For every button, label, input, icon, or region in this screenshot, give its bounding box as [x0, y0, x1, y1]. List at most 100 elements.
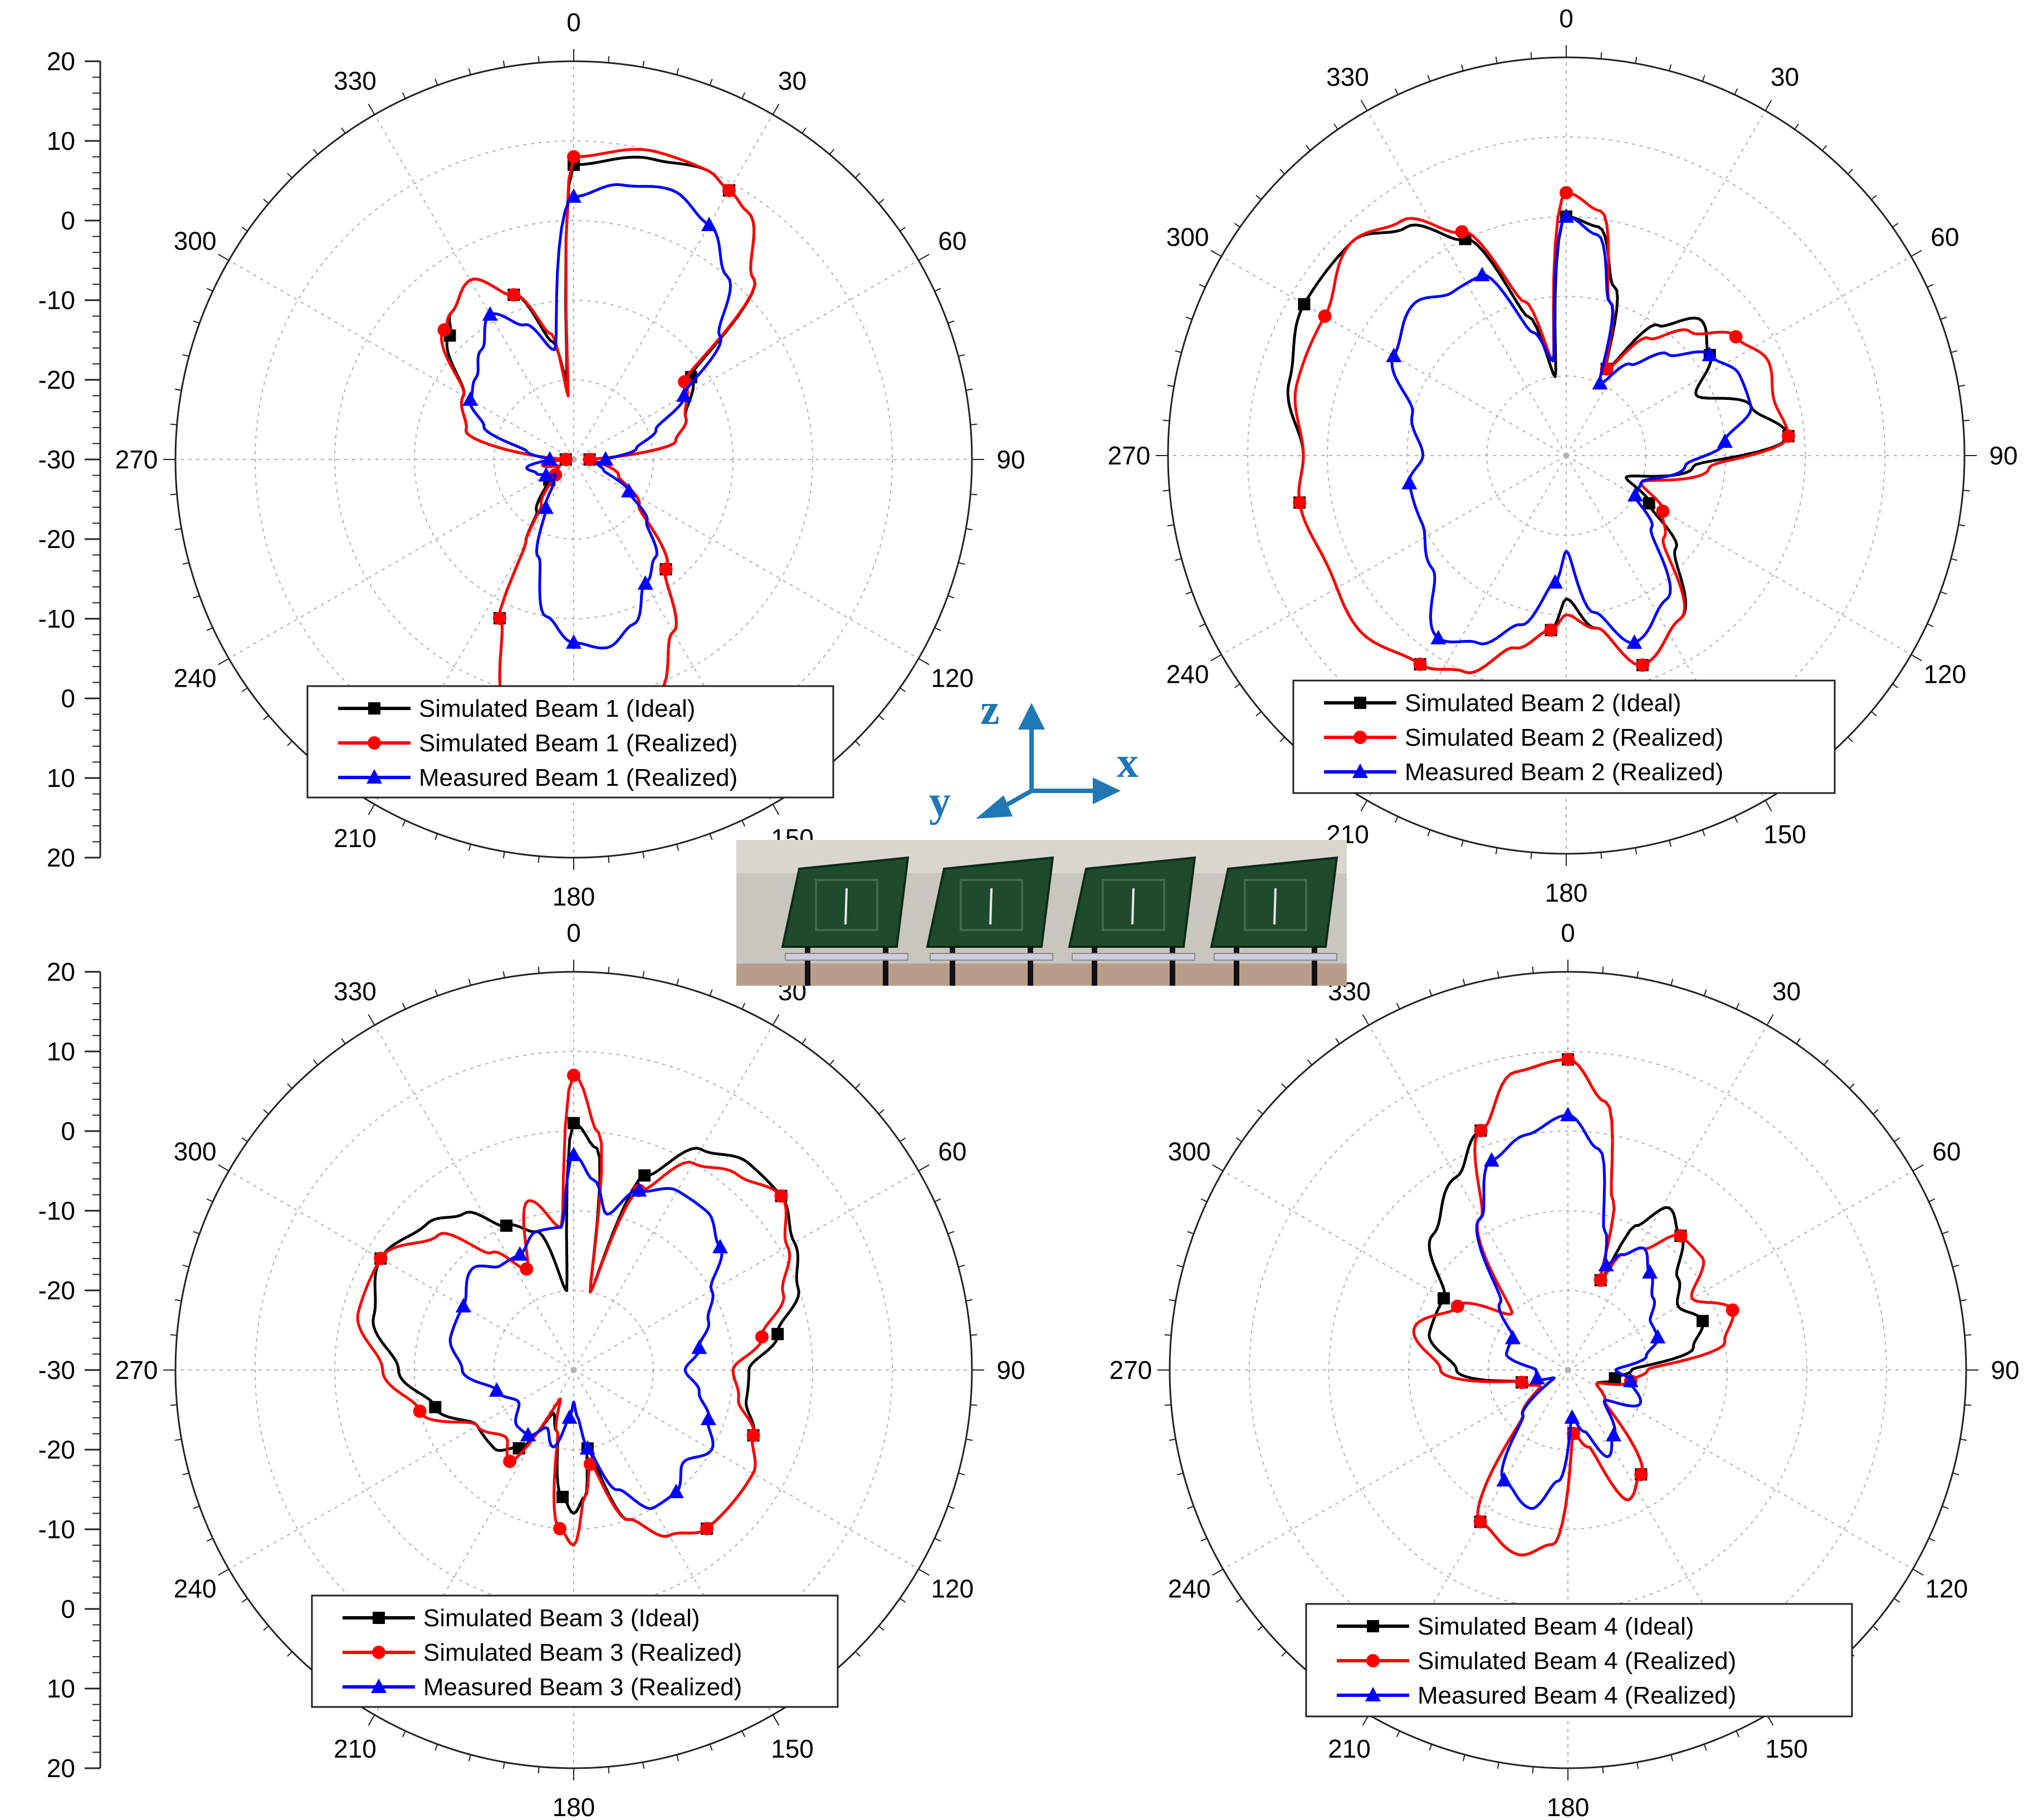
angle-tick [170, 423, 177, 425]
data-point [556, 1490, 569, 1503]
angle-label: 300 [174, 227, 217, 256]
angle-tick [802, 127, 807, 134]
angle-tick [1394, 816, 1399, 823]
series-2 [1412, 1053, 1739, 1557]
angle-tick [1235, 1598, 1242, 1603]
angle-tick [1963, 490, 1970, 492]
legend-entry: Measured Beam 2 (Realized) [1405, 759, 1723, 786]
radial-tick-label: 10 [47, 126, 75, 155]
angle-tick [958, 354, 965, 357]
angle-tick [676, 979, 680, 986]
angle-label: 270 [1108, 441, 1151, 470]
data-point [455, 1298, 471, 1313]
angle-tick [1602, 1767, 1604, 1774]
angle-label: 210 [1328, 1734, 1371, 1763]
legend-entry: Measured Beam 3 (Realized) [423, 1674, 742, 1701]
angle-label: 240 [1166, 660, 1209, 689]
data-point [1626, 634, 1643, 649]
angle-tick [741, 92, 746, 99]
angle-tick [468, 1754, 471, 1762]
angle-tick [468, 844, 471, 851]
angle-tick [1703, 989, 1707, 996]
angle-label: 90 [1991, 1356, 2019, 1384]
angle-label: 90 [996, 1356, 1025, 1384]
angle-tick [1281, 1651, 1287, 1657]
polar-plot-1: 030609012015018021024027030033020100-10-… [38, 8, 1025, 911]
series-line [468, 183, 732, 650]
data-point [1634, 1467, 1648, 1481]
angle-tick [468, 979, 471, 986]
angle-tick [608, 966, 610, 973]
angle-tick [741, 820, 746, 827]
radial-axis: 20 10 0 -10 -20 -30 -20 -10 0 10 20 [38, 957, 101, 1783]
legend-marker [1354, 697, 1366, 709]
angle-tick [1394, 88, 1399, 95]
angle-tick [1702, 829, 1705, 836]
angle-tick [1530, 52, 1532, 59]
angle-tick [341, 127, 346, 134]
grid-spoke [573, 1170, 919, 1371]
angle-tick [287, 1651, 293, 1657]
angle-tick [241, 227, 248, 232]
angle-tick [1255, 194, 1262, 200]
angle-tick [608, 56, 610, 63]
angle-tick [1942, 1231, 1949, 1235]
series-3 [462, 183, 732, 650]
angle-label: 210 [334, 824, 377, 853]
antenna-board-1 [781, 856, 910, 986]
angle-label: 60 [938, 227, 966, 256]
angle-label: 60 [1931, 223, 1959, 252]
legend-marker [1366, 1654, 1380, 1667]
data-point [621, 483, 637, 498]
angle-tick [772, 1014, 780, 1026]
data-point [1642, 1264, 1658, 1279]
legend: Simulated Beam 3 (Ideal) Simulated Beam 3… [311, 1594, 839, 1708]
angle-tick [174, 528, 182, 531]
angle-tick [1669, 840, 1672, 847]
data-point [512, 1246, 528, 1261]
angle-tick [1912, 1164, 1924, 1172]
angle-tick [947, 595, 955, 599]
angle-tick [1167, 524, 1175, 527]
data-point [1592, 375, 1608, 390]
data-point [1656, 505, 1670, 518]
angle-tick [1176, 1264, 1184, 1268]
grid-spoke [228, 260, 574, 460]
data-point [1413, 657, 1427, 671]
angle-tick [263, 198, 269, 204]
angle-tick [1794, 123, 1799, 130]
angle-label: 120 [1925, 1574, 1968, 1603]
data-point [542, 451, 558, 466]
angle-label: 90 [1989, 441, 2017, 470]
data-point [520, 1427, 536, 1442]
legend-marker [1367, 1620, 1379, 1632]
angle-tick [1910, 249, 1922, 257]
angle-tick [1871, 711, 1877, 717]
angle-tick [918, 253, 930, 261]
angle-tick [1703, 1744, 1707, 1751]
data-point [1598, 1256, 1614, 1271]
angle-tick [1175, 350, 1182, 353]
data-point [507, 288, 521, 302]
angle-label: 90 [996, 445, 1025, 474]
angle-tick [878, 198, 884, 204]
legend-entry: Simulated Beam 1 (Realized) [419, 730, 737, 757]
angle-tick [854, 1083, 861, 1089]
angle-tick [741, 1730, 746, 1738]
data-point [566, 188, 581, 203]
angle-label: 0 [1559, 4, 1573, 33]
angle-tick [1462, 1754, 1465, 1762]
data-point [1515, 1376, 1529, 1390]
angle-tick [1963, 419, 1970, 422]
data-point [1484, 1152, 1500, 1167]
angle-tick [1892, 683, 1899, 688]
angle-tick [642, 60, 645, 68]
angle-tick [676, 1754, 680, 1762]
legend-entry: Measured Beam 1 (Realized) [419, 764, 737, 791]
angle-tick [468, 68, 471, 75]
angle-tick [170, 493, 177, 496]
angle-tick [1951, 558, 1958, 561]
data-point [774, 1189, 788, 1203]
angle-tick [1169, 1439, 1176, 1441]
data-point [503, 1454, 517, 1468]
